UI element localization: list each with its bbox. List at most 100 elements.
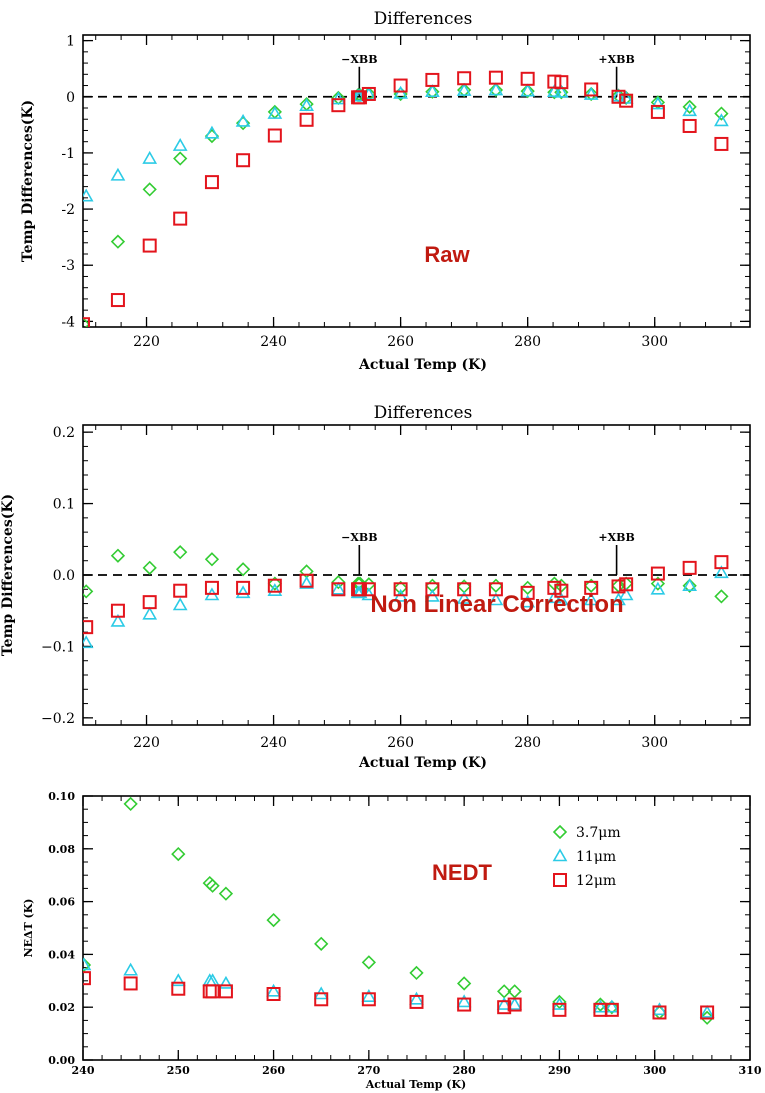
y-tick-label: -2 [61, 202, 75, 218]
data-point-square [682, 118, 697, 133]
data-point-square [352, 582, 367, 597]
data-point-square [520, 585, 535, 600]
data-point-square [457, 582, 472, 597]
legend-entry-label: 12μm [576, 873, 616, 889]
chart-title: Differences [374, 9, 473, 29]
data-point-triangle [652, 1002, 667, 1016]
data-point-triangle [361, 989, 377, 1002]
y-tick-label: 0.08 [48, 843, 75, 856]
data-point-square [425, 72, 440, 87]
data-point-diamond [682, 578, 697, 593]
x-tick-label: 290 [548, 1064, 571, 1077]
data-point-square [425, 582, 440, 597]
data-point-triangle [682, 578, 698, 592]
data-point-square [299, 573, 314, 588]
legend-marker-triangle [552, 848, 568, 862]
data-point-square [361, 582, 376, 597]
data-point-diamond [142, 182, 157, 197]
data-point-square [331, 98, 346, 113]
data-point-triangle [123, 962, 139, 976]
data-point-square [266, 987, 281, 1001]
data-point-diamond [83, 317, 91, 327]
data-point-triangle [583, 592, 599, 606]
data-point-triangle [593, 999, 608, 1013]
data-point-diamond [171, 846, 186, 862]
data-point-square [554, 75, 569, 90]
data-point-diamond [314, 936, 329, 951]
data-point-triangle [604, 999, 620, 1013]
y-tick-label: 0.0 [53, 568, 75, 584]
data-point-square [361, 86, 376, 101]
data-point-triangle [618, 587, 634, 601]
data-point-triangle [299, 98, 314, 112]
y-tick-label: 0.2 [53, 425, 75, 441]
y-tick-label: 0.00 [48, 1054, 75, 1067]
data-point-triangle [456, 82, 472, 96]
data-point-triangle [218, 975, 234, 989]
data-point-triangle [170, 973, 186, 987]
data-point-square [202, 984, 217, 999]
legend: 3.7μm 11μm 12μm [552, 824, 621, 889]
y-tick-label: -4 [61, 314, 75, 330]
data-point-triangle [456, 994, 472, 1008]
data-point-triangle [330, 581, 346, 595]
x-tick-label: 260 [262, 1064, 285, 1077]
y-tick-label: 0.02 [48, 1001, 75, 1014]
data-point-square [83, 620, 94, 635]
data-point-diamond [83, 584, 94, 599]
data-point-triangle [553, 592, 569, 606]
legend-marker-diamond [552, 824, 568, 840]
y-axis-label: Temp Differences(K) [20, 100, 36, 262]
x-tick-label: 310 [739, 1064, 762, 1077]
data-point-diamond [714, 589, 729, 604]
data-point-diamond [123, 796, 138, 812]
data-point-diamond [266, 912, 281, 928]
x-tick-label: 270 [357, 1064, 380, 1077]
x-tick-label: 300 [643, 1064, 666, 1077]
data-point-triangle [618, 90, 634, 104]
data-point-triangle [553, 84, 569, 98]
data-points [83, 796, 715, 1025]
data-point-square [554, 583, 569, 598]
data-point-diamond [173, 151, 188, 166]
plot-frame [82, 795, 751, 1061]
data-point-triangle [235, 113, 251, 127]
xbb-marker-label: +XBB [598, 53, 634, 66]
data-point-diamond [650, 576, 666, 591]
data-point-triangle [583, 86, 599, 100]
chart-panel-3: 240 250 260 270 280 290 300 310 0.00 0.02 0.04 0.06… [22, 790, 762, 1091]
data-point-square [457, 997, 472, 1012]
y-axis-label: NEΔT (K) [22, 899, 35, 958]
data-point-square [205, 984, 220, 999]
x-tick-label: 260 [387, 735, 414, 751]
x-tick-label: 280 [514, 334, 541, 350]
data-point-square [619, 577, 634, 592]
data-point-square [204, 580, 219, 595]
data-point-triangle [110, 613, 126, 627]
data-point-triangle [520, 83, 536, 97]
data-point-square [171, 981, 186, 996]
y-axis-label: Temp Differences(K) [0, 494, 16, 656]
data-point-triangle [507, 996, 523, 1010]
x-tick-label: 280 [453, 1064, 476, 1077]
data-point-diamond [488, 578, 504, 593]
data-point-square [611, 579, 626, 594]
data-point-triangle [650, 96, 666, 110]
data-point-square [314, 992, 329, 1007]
chart-panel-2: Differences 220 240 260 280 300 −0.2 −0.1 0.0 0.1… [0, 403, 751, 771]
data-point-triangle [142, 150, 158, 164]
data-point-square [714, 136, 729, 151]
data-point-triangle [714, 565, 729, 579]
data-point-triangle [83, 635, 94, 649]
data-point-diamond [361, 955, 376, 970]
data-point-square [497, 1000, 512, 1015]
data-point-square [650, 104, 665, 119]
data-point-triangle [682, 103, 698, 117]
xbb-marker-label: −XBB [341, 531, 377, 544]
data-point-triangle [488, 592, 504, 606]
data-point-triangle [425, 84, 440, 98]
data-point-square [83, 971, 91, 986]
data-point-square [236, 580, 251, 595]
xbb-marker-label: +XBB [598, 531, 634, 544]
data-point-triangle [299, 575, 314, 589]
